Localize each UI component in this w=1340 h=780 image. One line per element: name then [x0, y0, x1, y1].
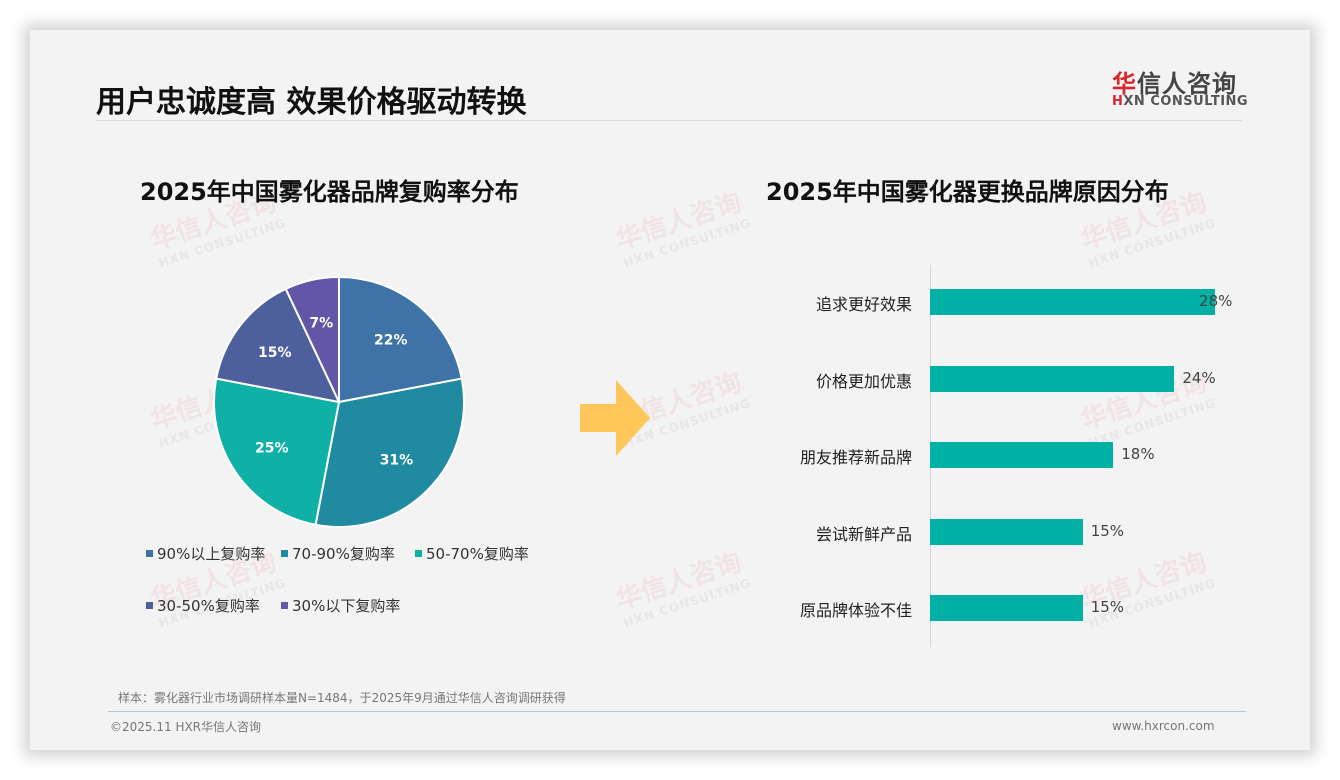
copyright: ©2025.11 HXR华信人咨询	[110, 720, 262, 734]
page-title: 用户忠诚度高 效果价格驱动转换	[96, 85, 527, 120]
legend-item: 30-50%复购率	[146, 595, 260, 616]
pie-chart-title: 2025年中国雾化器品牌复购率分布	[140, 178, 519, 206]
logo-en-red-char: H	[1112, 94, 1124, 109]
pie-slice	[215, 287, 341, 404]
bar-row: 原品牌体验不佳 15%	[730, 595, 1290, 621]
bar	[930, 442, 1114, 468]
title-divider	[96, 120, 1242, 121]
bar-category-label: 追求更好效果	[815, 295, 912, 314]
legend-swatch	[146, 602, 153, 609]
legend-item: 90%以上复购率	[146, 543, 265, 564]
logo-english: HXN CONSULTING	[1112, 94, 1248, 109]
logo-rest: 信人咨询	[1137, 70, 1237, 98]
bar-category-label: 尝试新鲜产品	[815, 525, 912, 544]
bar-category-label: 价格更加优惠	[815, 372, 912, 391]
bar-value-label: 28%	[1199, 292, 1233, 310]
bar-value-label: 18%	[1121, 445, 1155, 463]
pie-slice	[314, 377, 465, 528]
legend-swatch	[281, 602, 288, 609]
logo-red-char: 华	[1112, 70, 1137, 98]
legend-item: 30%以下复购率	[281, 595, 400, 616]
slide: 用户忠诚度高 效果价格驱动转换 华信人咨询 HXN CONSULTING 华信人…	[30, 30, 1310, 750]
arrow-right-icon	[580, 380, 650, 456]
bar-row: 价格更加优惠 24%	[730, 366, 1290, 392]
website-link[interactable]: www.hxrcon.com	[1112, 719, 1215, 733]
bar	[930, 289, 1216, 315]
legend-swatch	[281, 550, 288, 557]
legend-swatch	[415, 550, 422, 557]
pie-chart: 22% 31% 25% 15% 7%	[213, 275, 465, 528]
legend-swatch	[146, 550, 153, 557]
pie-slice-label: 25%	[255, 441, 289, 457]
bar-category-label: 朋友推荐新品牌	[799, 448, 912, 467]
footer-divider	[108, 711, 1246, 712]
bar	[930, 519, 1083, 545]
legend-item: 50-70%复购率	[415, 543, 529, 564]
logo-en-rest: XN CONSULTING	[1123, 94, 1249, 109]
pie-slice-label: 22%	[374, 332, 408, 348]
bar-value-label: 24%	[1182, 369, 1216, 387]
bar	[930, 595, 1083, 621]
pie-slice	[338, 275, 463, 404]
pie-slice	[284, 275, 340, 403]
bar-value-label: 15%	[1090, 598, 1125, 616]
sample-note: 样本：雾化器行业市场调研样本量N=1484，于2025年9月通过华信人咨询调研获…	[118, 691, 566, 705]
logo-chinese: 华信人咨询	[1112, 64, 1237, 99]
bar-value-label: 15%	[1090, 522, 1125, 540]
bar-chart-title: 2025年中国雾化器更换品牌原因分布	[766, 178, 1169, 206]
pie-slice-label: 7%	[309, 316, 333, 332]
bar	[930, 366, 1175, 392]
bar-row: 朋友推荐新品牌 18%	[730, 442, 1290, 468]
pie-slice-label: 15%	[258, 345, 292, 361]
bar-row: 尝试新鲜产品 15%	[730, 519, 1290, 545]
legend-item: 70-90%复购率	[281, 543, 395, 564]
pie-slice	[213, 377, 341, 526]
bar-category-label: 原品牌体验不佳	[799, 601, 912, 620]
bar-row: 追求更好效果 28%	[730, 289, 1290, 315]
pie-slice-label: 31%	[380, 452, 414, 468]
